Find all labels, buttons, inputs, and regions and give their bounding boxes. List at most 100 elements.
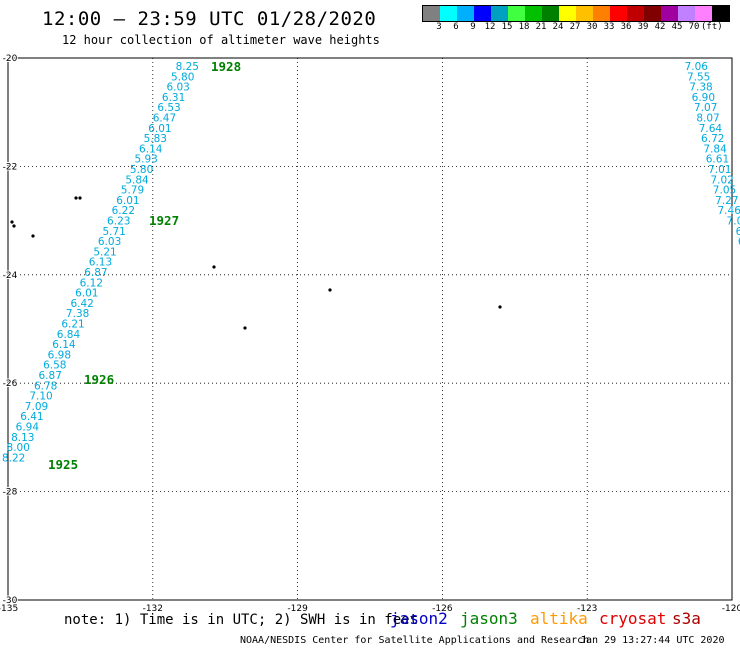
wave-height-label: 6.31 — [162, 92, 185, 104]
longitude-tick-label: -132 — [143, 604, 163, 614]
wave-height-label: 8.07 — [696, 113, 719, 125]
map-frame — [7, 57, 733, 601]
colorbar-label: 15 — [501, 22, 513, 32]
wave-height-label: 6.58 — [43, 360, 66, 372]
wave-height-label: 6.53 — [157, 102, 180, 114]
colorbar-label: 36 — [620, 22, 632, 32]
island-marker — [498, 305, 502, 309]
colorbar-label: 33 — [603, 22, 615, 32]
footer-note: note: 1) Time is in UTC; 2) SWH is in fe… — [64, 612, 419, 628]
wave-height-label: 8.22 — [2, 452, 25, 464]
colorbar-label: 45 — [671, 22, 683, 32]
longitude-tick-label: -120 — [722, 604, 740, 614]
colorbar-label: 70 — [688, 22, 700, 32]
colorbar-label: 18 — [518, 22, 530, 32]
wave-height-label: 6.01 — [116, 195, 139, 207]
wave-height-label: 6.84 — [57, 329, 81, 341]
wave-height-label: 7.38 — [689, 82, 712, 94]
wave-height-label: 6. — [736, 226, 740, 238]
wave-height-label: 7.27 — [715, 195, 738, 207]
generation-timestamp: Jan 29 13:27:44 UTC 2020 — [580, 635, 725, 646]
colorbar-swatch — [576, 6, 593, 21]
wave-height-label: 7.0 — [727, 216, 740, 228]
island-marker — [31, 234, 35, 238]
colorbar-swatch — [610, 6, 627, 21]
wave-height-label: 6.23 — [107, 216, 130, 228]
page-subtitle: 12 hour collection of altimeter wave hei… — [62, 33, 380, 47]
latitude-tick-label: -30 — [3, 596, 18, 606]
island-marker — [328, 288, 332, 292]
wave-height-label: 5.80 — [130, 164, 153, 176]
longitude-tick-label: -129 — [287, 604, 308, 614]
colorbar-label: 9 — [470, 22, 476, 32]
wave-height-label: 5.80 — [171, 71, 194, 83]
wave-height-label: 6.94 — [16, 422, 40, 434]
colorbar-swatch — [661, 6, 678, 21]
island-marker — [10, 220, 14, 224]
colorbar-swatch — [525, 6, 542, 21]
wave-height-label: 8.25 — [176, 61, 199, 73]
wave-height-label: 7.02 — [710, 174, 733, 186]
wave-height-label: 5.71 — [102, 226, 125, 238]
latitude-tick-label: -24 — [3, 271, 18, 281]
wave-height-label: 6.21 — [61, 319, 84, 331]
island-marker — [243, 326, 247, 330]
satellite-legend-cryosat: cryosat — [599, 609, 667, 628]
latitude-tick-label: -28 — [3, 488, 18, 498]
colorbar-swatch — [474, 6, 491, 21]
wave-height-label: 7.05 — [713, 185, 736, 197]
island-marker — [74, 196, 78, 200]
wave-height-label: 6.14 — [52, 339, 76, 351]
colorbar-swatch — [508, 6, 525, 21]
colorbar-swatch — [542, 6, 559, 21]
wave-height-label: 8.13 — [11, 432, 34, 444]
colorbar-swatch — [695, 6, 712, 21]
pass-number-label: 1927 — [149, 213, 179, 228]
wave-height-label: 8.00 — [7, 442, 30, 454]
wave-height-label: 6.03 — [166, 82, 189, 94]
colorbar-swatch — [712, 6, 729, 21]
page-title: 12:00 — 23:59 UTC 01/28/2020 — [42, 8, 377, 30]
satellite-legend-jason2: jason2 — [390, 609, 448, 628]
wave-height-label: 5.83 — [144, 133, 167, 145]
colorbar-swatch — [627, 6, 644, 21]
satellite-legend-altika: altika — [530, 609, 588, 628]
wave-height-label: 7.38 — [66, 308, 89, 320]
wave-height-label: 7.55 — [687, 71, 710, 83]
wave-height-label: 6.61 — [706, 154, 729, 166]
longitude-tick-label: -135 — [0, 604, 18, 614]
wave-height-label: 6.87 — [84, 267, 107, 279]
wave-height-label: 5.84 — [125, 174, 149, 186]
wave-height-label: 7.06 — [685, 61, 709, 73]
wave-height-label: 6.78 — [34, 380, 57, 392]
wave-height-label: 5.79 — [121, 185, 144, 197]
wave-height-label: 6.22 — [112, 205, 135, 217]
wave-height-label: 6.47 — [153, 113, 176, 125]
wave-height-label: 6.42 — [70, 298, 93, 310]
wave-height-label: 6. — [738, 236, 740, 248]
colorbar-label: 12 — [484, 22, 496, 32]
wave-height-label: 5.93 — [134, 154, 157, 166]
wave-height-label: 7.46 — [718, 205, 740, 217]
colorbar-swatch — [440, 6, 457, 21]
colorbar-swatch — [491, 6, 508, 21]
satellite-legend-jason3: jason3 — [460, 609, 518, 628]
credit-text: NOAA/NESDIS Center for Satellite Applica… — [240, 635, 590, 646]
longitude-tick-label: -123 — [577, 604, 597, 614]
latitude-tick-label: -22 — [3, 162, 18, 172]
colorbar-label: 21 — [535, 22, 547, 32]
colorbar-label: 24 — [552, 22, 564, 32]
wave-height-label: 7.09 — [25, 401, 48, 413]
wave-height-label: 7.07 — [694, 102, 717, 114]
colorbar-label: (ft) — [701, 22, 723, 32]
satellite-legend-s3a: s3a — [672, 609, 701, 628]
colorbar-swatch — [644, 6, 661, 21]
wave-height-colorbar — [422, 5, 730, 22]
longitude-tick-label: -126 — [432, 604, 453, 614]
wave-height-label: 6.72 — [701, 133, 724, 145]
wave-height-label: 6.12 — [80, 277, 103, 289]
colorbar-label: 3 — [436, 22, 442, 32]
colorbar-label: 39 — [637, 22, 649, 32]
colorbar-swatch — [678, 6, 695, 21]
colorbar-label: 30 — [586, 22, 598, 32]
